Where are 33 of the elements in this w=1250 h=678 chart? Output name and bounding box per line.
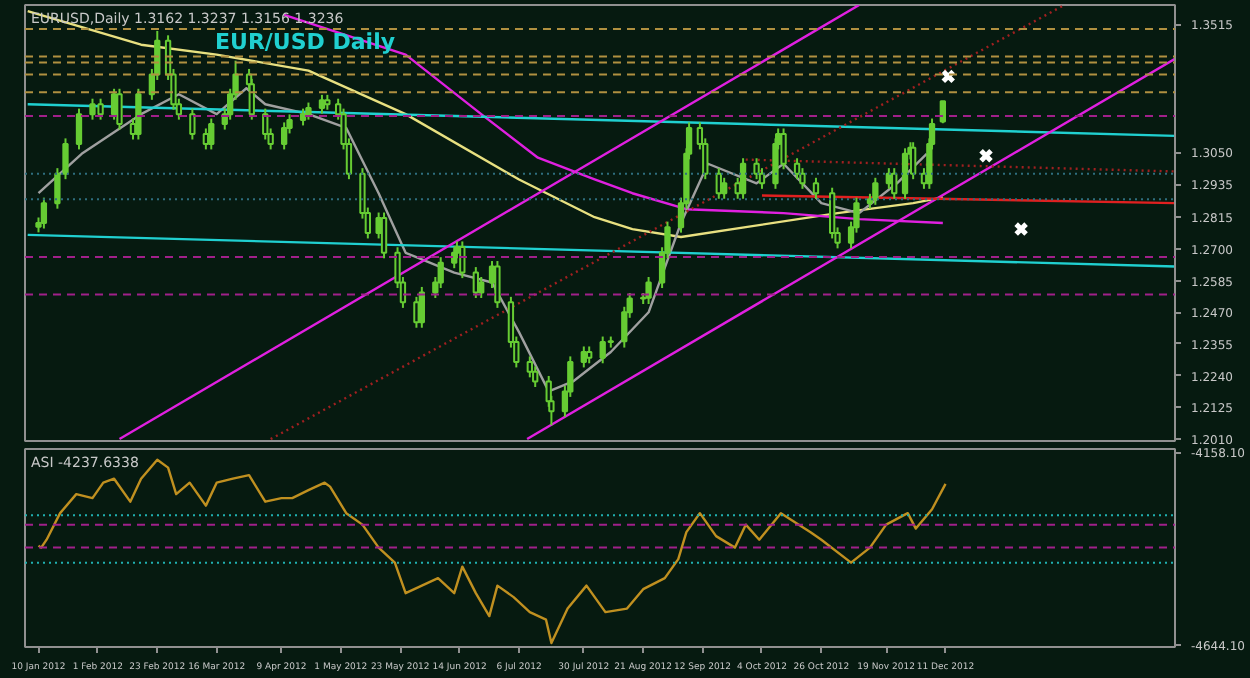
candlestick xyxy=(599,335,606,365)
candlestick xyxy=(580,345,587,369)
candlestick xyxy=(829,186,836,240)
candlestick xyxy=(459,240,466,280)
candlestick xyxy=(208,117,215,151)
candlestick xyxy=(116,87,123,131)
candlestick xyxy=(437,256,444,290)
line-series xyxy=(26,9,945,239)
candlestick xyxy=(318,93,326,115)
candlestick xyxy=(891,167,898,200)
point xyxy=(1013,221,1029,237)
point xyxy=(978,148,994,164)
candlestick xyxy=(75,107,83,151)
candlestick xyxy=(89,97,96,121)
candlestick xyxy=(739,157,747,200)
candlestick xyxy=(97,97,104,121)
candlestick xyxy=(281,121,288,151)
candlestick xyxy=(901,147,909,200)
candlestick xyxy=(413,295,420,329)
candlestick xyxy=(645,276,652,306)
candlestick xyxy=(494,260,501,309)
candlestick xyxy=(418,285,425,329)
candlestick xyxy=(40,196,48,230)
candlestick xyxy=(812,176,820,200)
candlestick xyxy=(189,107,196,141)
candlestick xyxy=(793,157,801,181)
candlestick xyxy=(872,176,879,206)
candlestick xyxy=(721,176,728,200)
candlestick xyxy=(753,157,760,181)
candlestick xyxy=(380,211,388,260)
candlestick xyxy=(135,87,142,141)
candlestick xyxy=(526,355,533,379)
point xyxy=(940,68,956,84)
